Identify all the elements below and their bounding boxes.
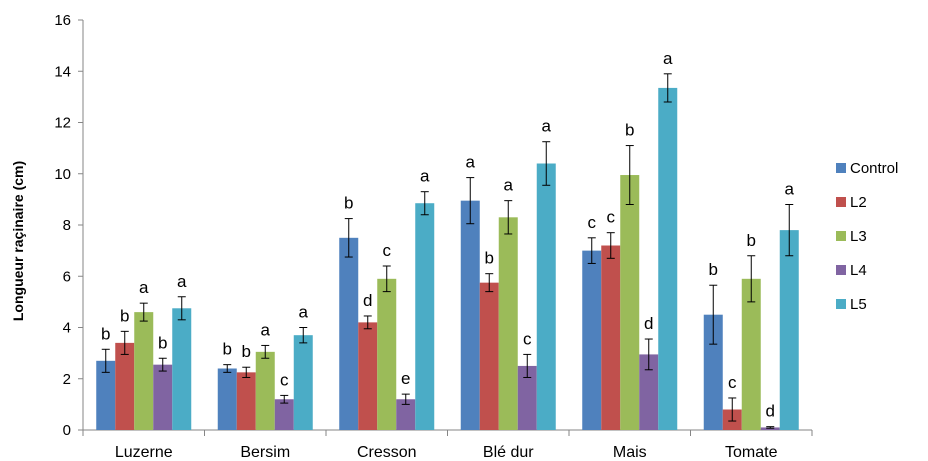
significance-letter: b	[485, 249, 494, 268]
bar	[741, 278, 761, 430]
significance-letter: b	[101, 324, 110, 343]
x-category-label: Mais	[613, 444, 647, 461]
significance-letter: d	[766, 402, 775, 421]
significance-letter: a	[466, 153, 476, 172]
legend-label: L2	[850, 194, 867, 211]
legend-swatch	[836, 299, 846, 309]
legend-label: L5	[850, 296, 867, 313]
bar	[658, 87, 678, 430]
significance-letter: e	[401, 369, 410, 388]
legend-label: Control	[850, 160, 898, 177]
legend-label: L3	[850, 228, 867, 245]
bar	[255, 351, 275, 430]
bar	[760, 427, 780, 430]
significance-letter: c	[383, 241, 392, 260]
bar	[460, 200, 480, 430]
bar	[536, 163, 556, 430]
y-tick-label: 10	[54, 166, 71, 183]
legend: Control L2 L3 L4 L5	[836, 160, 898, 313]
legend-swatch	[836, 163, 846, 173]
bar	[517, 365, 537, 430]
bar	[779, 230, 799, 430]
significance-letter: a	[785, 180, 795, 199]
bar	[582, 250, 602, 430]
x-category-label: Bersim	[240, 444, 290, 461]
significance-letter: c	[728, 373, 737, 392]
bar	[358, 322, 378, 430]
error-bars	[101, 73, 794, 429]
y-tick-label: 6	[63, 268, 71, 285]
bar	[498, 217, 518, 430]
bar	[639, 354, 659, 430]
bar	[396, 399, 416, 430]
y-tick-label: 2	[63, 371, 71, 388]
bar	[415, 203, 435, 430]
bar	[236, 372, 256, 430]
x-category-label: Luzerne	[115, 444, 173, 461]
bar	[96, 360, 116, 430]
bar	[153, 364, 173, 430]
significance-letter: b	[344, 194, 353, 213]
legend-swatch	[836, 265, 846, 275]
significance-letter: a	[139, 278, 149, 297]
bar	[620, 175, 640, 430]
x-category-label: Tomate	[725, 444, 778, 461]
significance-letter: a	[542, 117, 552, 136]
bar	[339, 237, 359, 430]
significance-letter: c	[523, 329, 532, 348]
significance-letter: a	[177, 272, 187, 291]
significance-letter: a	[261, 320, 271, 339]
significance-letter: b	[242, 342, 251, 361]
significance-letter: a	[420, 167, 430, 186]
bar	[217, 368, 237, 430]
bar	[172, 308, 192, 430]
bar	[703, 314, 723, 430]
legend-swatch	[836, 197, 846, 207]
bar	[134, 312, 154, 430]
bar	[115, 342, 135, 430]
significance-letter: c	[588, 213, 597, 232]
significance-letter: b	[709, 260, 718, 279]
significance-letter: a	[299, 303, 309, 322]
y-tick-label: 16	[54, 12, 71, 29]
significance-letter: d	[363, 291, 372, 310]
significance-letter: c	[280, 370, 289, 389]
significance-letter: b	[747, 231, 756, 250]
significance-letter: c	[607, 208, 616, 227]
y-tick-label: 0	[63, 422, 71, 439]
bar	[479, 282, 499, 430]
significance-letter: b	[120, 306, 129, 325]
significance-letter: b	[223, 340, 232, 359]
significance-letter: b	[158, 333, 167, 352]
bars	[96, 87, 799, 430]
y-axis-label: Longueur raçinaire (cm)	[10, 161, 26, 321]
bar	[377, 278, 397, 430]
y-tick-label: 4	[63, 320, 71, 337]
x-category-label: Blé dur	[483, 444, 534, 461]
y-tick-label: 8	[63, 217, 71, 234]
bar	[601, 245, 621, 430]
y-tick-label: 14	[54, 63, 71, 80]
bar	[293, 335, 313, 430]
x-category-label: Cresson	[357, 444, 417, 461]
legend-swatch	[836, 231, 846, 241]
significance-letter: a	[504, 176, 514, 195]
y-tick-label: 12	[54, 115, 71, 132]
axes: 0 2 4 6 8 10 12 14 16 Luzerne Bersim Cresson Blé dur…	[54, 12, 813, 461]
significance-letter: b	[625, 121, 634, 140]
significance-letter: d	[644, 314, 653, 333]
legend-label: L4	[850, 262, 867, 279]
bar	[274, 399, 294, 430]
significance-letter: a	[663, 49, 673, 68]
